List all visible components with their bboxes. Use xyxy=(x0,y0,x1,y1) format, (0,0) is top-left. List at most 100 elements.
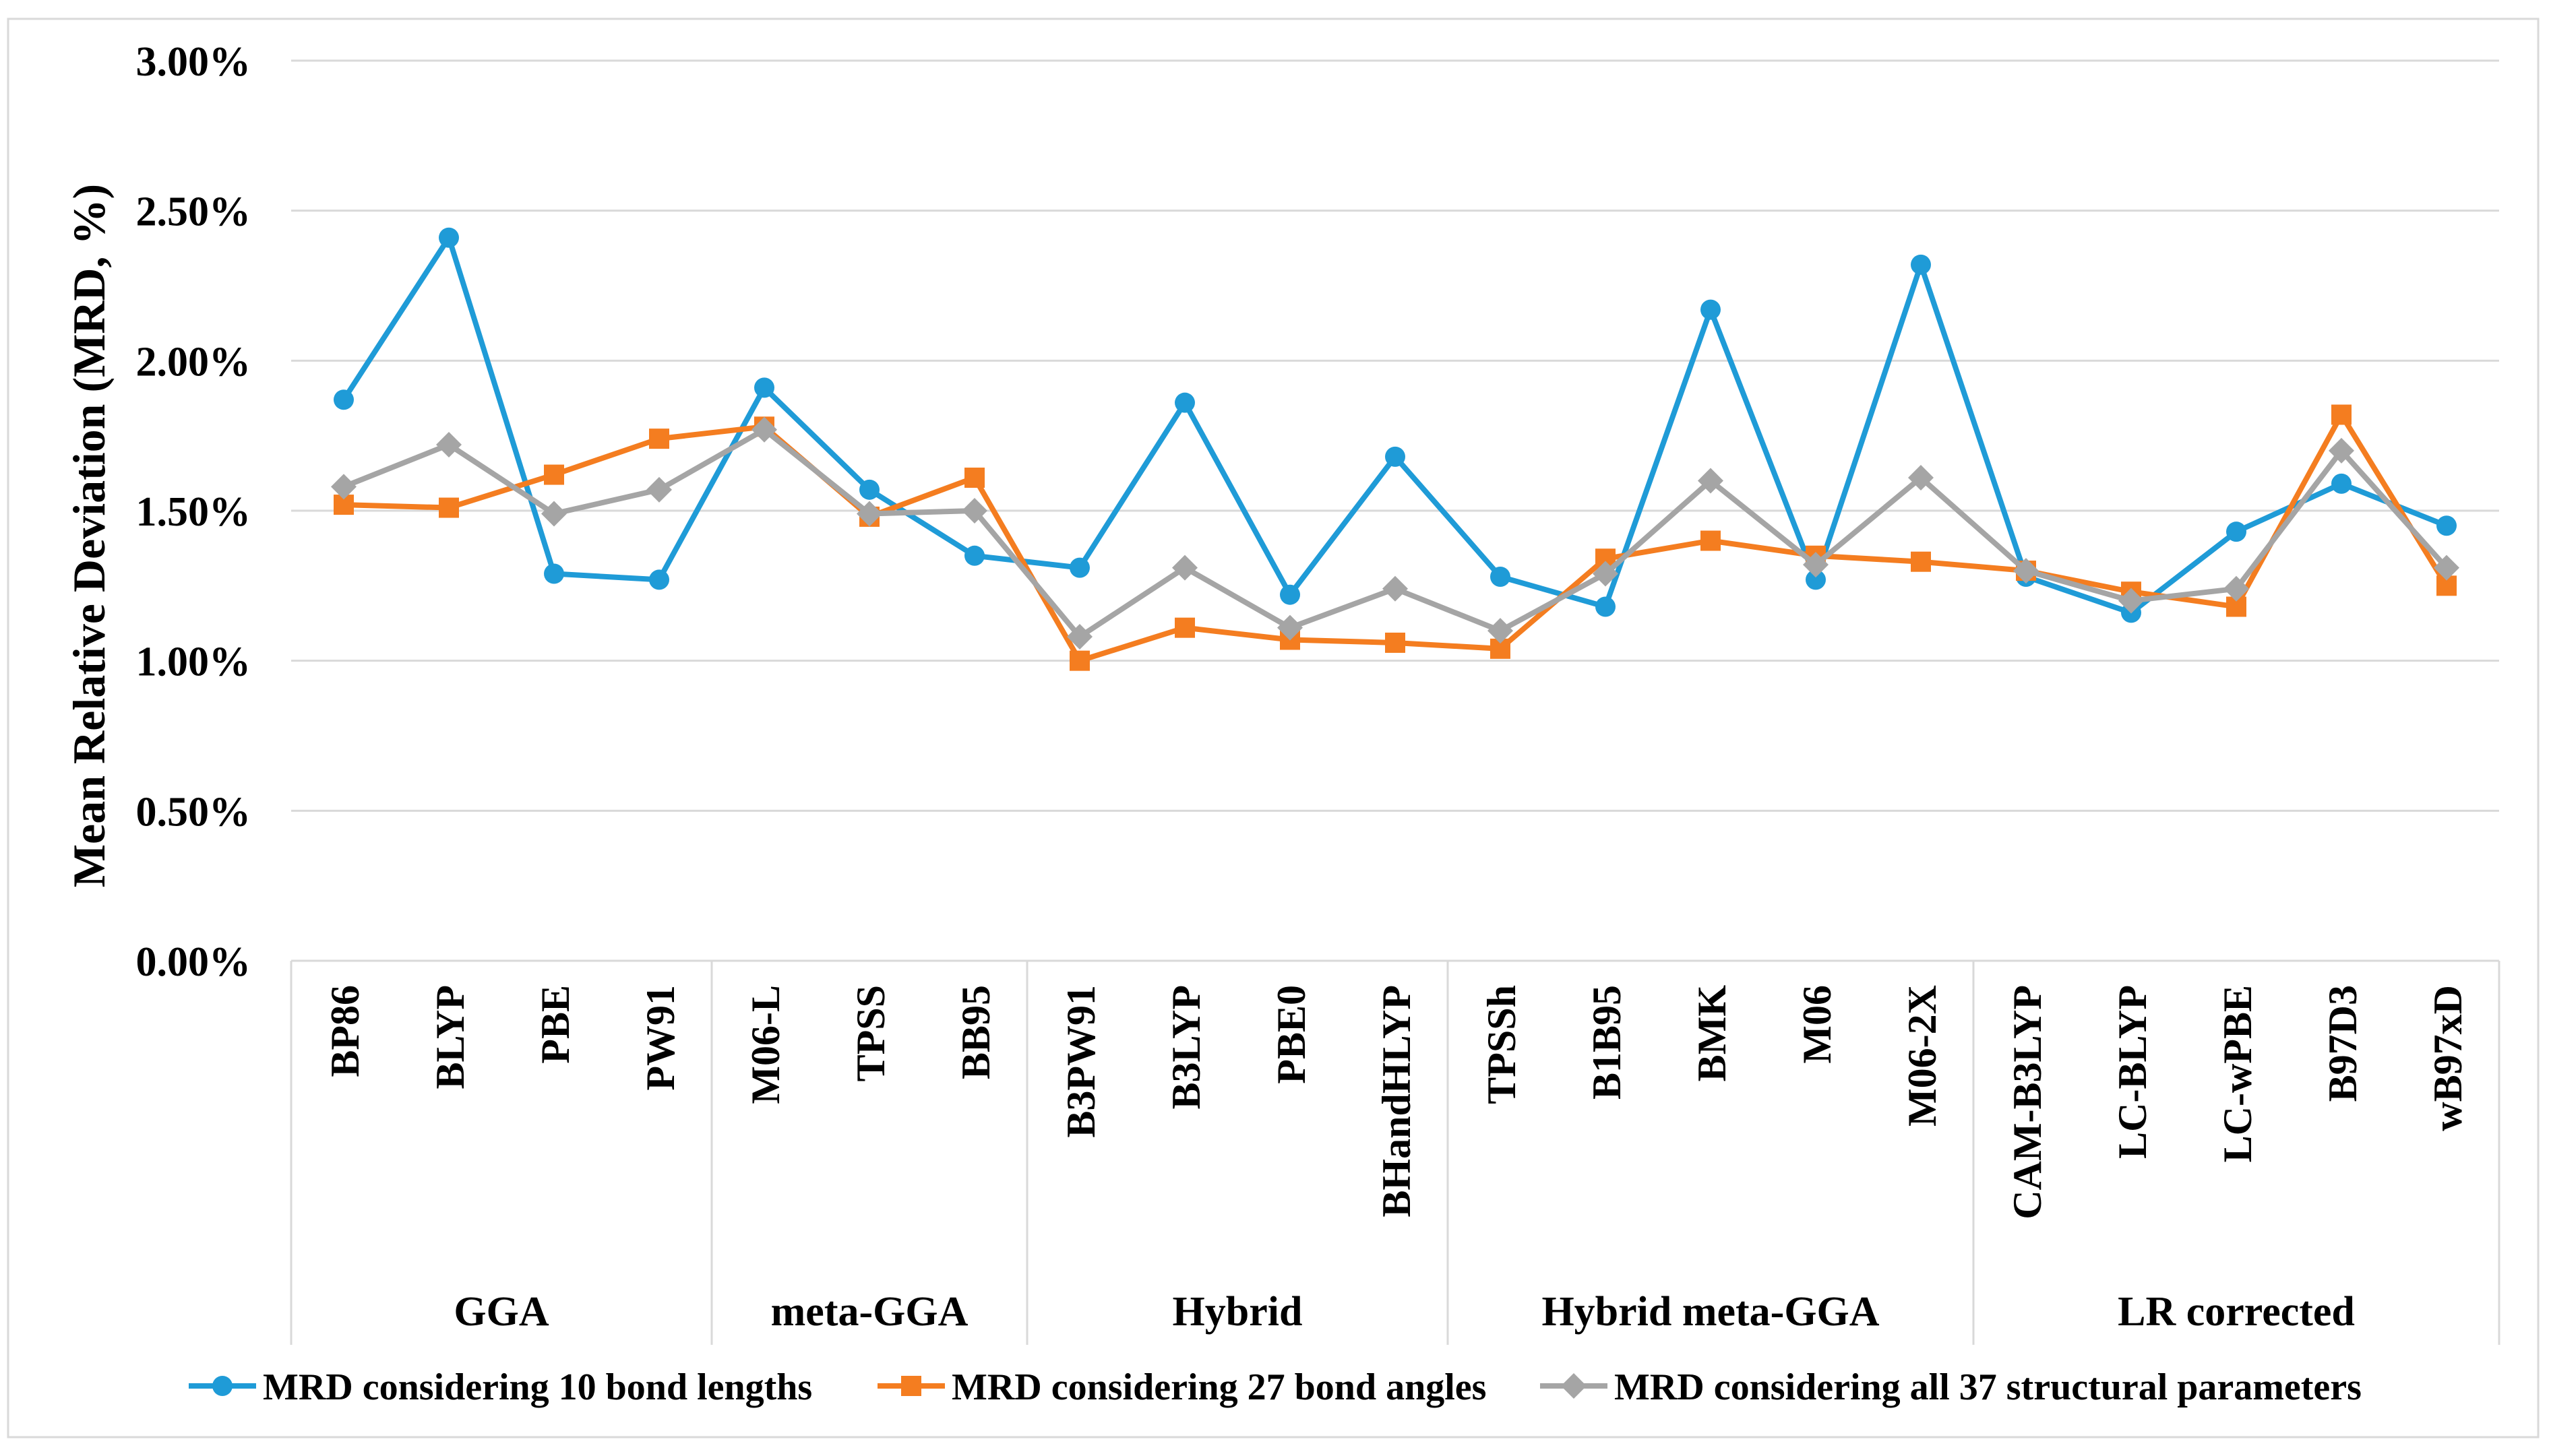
x-tick-label: BB95 xyxy=(954,985,998,1079)
y-tick-label: 2.50% xyxy=(136,189,251,235)
x-tick-label: B3PW91 xyxy=(1059,985,1103,1138)
group-label: meta-GGA xyxy=(771,1289,969,1335)
x-tick-label: TPSSh xyxy=(1479,985,1524,1104)
data-point-circle xyxy=(334,389,354,410)
data-point-diamond xyxy=(1277,614,1303,641)
data-point-circle xyxy=(1175,392,1195,413)
x-tick-label: wB97xD xyxy=(2426,985,2470,1131)
data-point-circle xyxy=(439,227,459,248)
x-tick-label: B97D3 xyxy=(2321,985,2365,1102)
data-point-circle xyxy=(544,563,564,584)
legend-item: MRD considering 10 bond lengths xyxy=(189,1366,812,1408)
data-point-diamond xyxy=(2223,575,2249,602)
data-point-diamond xyxy=(1908,465,1934,491)
data-point-circle xyxy=(1280,584,1300,605)
data-point-circle xyxy=(1595,596,1616,617)
group-label: Hybrid meta-GGA xyxy=(1541,1289,1879,1335)
x-tick-label: B3LYP xyxy=(1164,985,1208,1110)
data-point-diamond xyxy=(2118,588,2144,614)
data-point-diamond xyxy=(1172,555,1198,581)
x-tick-label: LC-wPBE xyxy=(2215,985,2260,1162)
data-point-diamond xyxy=(331,474,357,500)
x-tick-label: LC-BLYP xyxy=(2110,985,2155,1159)
series-group xyxy=(334,227,2457,623)
data-point-square xyxy=(1175,617,1195,638)
group-label: LR corrected xyxy=(2118,1289,2355,1335)
x-tick-label: BHandHLYP xyxy=(1374,985,1419,1217)
legend-label: MRD considering 10 bond lengths xyxy=(263,1366,812,1408)
data-point-square xyxy=(964,468,985,488)
data-point-diamond xyxy=(646,476,672,503)
data-point-square xyxy=(649,429,669,449)
legend-marker xyxy=(1561,1373,1587,1399)
x-tick-label: M06 xyxy=(1795,985,1839,1064)
data-point-diamond xyxy=(962,498,987,524)
data-point-square xyxy=(1700,530,1721,551)
legend-item: MRD considering 27 bond angles xyxy=(878,1366,1486,1408)
data-point-circle xyxy=(2436,515,2457,536)
data-point-diamond xyxy=(1593,561,1618,587)
data-point-circle xyxy=(2331,473,2352,494)
data-point-circle xyxy=(1070,557,1090,578)
chart-border xyxy=(7,18,2540,1438)
data-point-square xyxy=(439,497,459,518)
legend-marker xyxy=(212,1376,233,1396)
data-point-diamond xyxy=(1698,468,1723,494)
data-point-circle xyxy=(1700,299,1721,320)
y-axis-ticks: 0.00% 0.50% 1.00% 1.50% 2.00% 2.50% 3.00% xyxy=(136,39,251,985)
data-point-circle xyxy=(2226,521,2246,542)
y-tick-label: 3.00% xyxy=(136,39,251,85)
data-point-square xyxy=(1070,650,1090,671)
data-point-diamond xyxy=(1382,575,1408,602)
x-tick-label: TPSS xyxy=(849,985,893,1081)
data-point-diamond xyxy=(2434,555,2459,581)
x-tick-label: CAM-B3LYP xyxy=(2005,985,2050,1220)
data-point-circle xyxy=(1806,569,1826,590)
legend: MRD considering 10 bond lengths MRD consi… xyxy=(189,1366,2362,1408)
data-point-square xyxy=(2331,404,2352,425)
x-tick-label: BLYP xyxy=(428,985,472,1089)
x-tick-label: BP86 xyxy=(323,985,367,1077)
data-point-diamond xyxy=(857,501,882,527)
y-tick-label: 0.50% xyxy=(136,789,251,835)
data-point-circle xyxy=(1911,254,1931,275)
y-tick-label: 0.00% xyxy=(136,939,251,985)
x-tick-label: PBE0 xyxy=(1269,985,1314,1084)
data-point-circle xyxy=(1385,446,1405,467)
legend-label: MRD considering 27 bond angles xyxy=(952,1366,1486,1408)
group-label: GGA xyxy=(454,1289,549,1335)
y-tick-label: 1.00% xyxy=(136,639,251,685)
data-point-diamond xyxy=(436,432,462,458)
data-point-diamond xyxy=(1803,552,1829,578)
data-point-circle xyxy=(859,479,880,500)
data-point-square xyxy=(544,464,564,485)
x-axis: BP86 BLYP PBE PW91 M06-L TPSS BB95 B3PW91 B3LYP P… xyxy=(290,961,2500,1345)
group-label: Hybrid xyxy=(1173,1289,1303,1335)
legend-item: MRD considering all 37 structural parame… xyxy=(1540,1366,2362,1408)
x-tick-label: BMK xyxy=(1690,985,1734,1082)
data-point-diamond xyxy=(541,501,567,527)
data-point-circle xyxy=(1490,566,1510,587)
data-point-diamond xyxy=(1067,624,1093,650)
x-tick-label: M06-2X xyxy=(1900,985,1944,1127)
x-tick-label: PBE xyxy=(533,985,578,1064)
data-point-diamond xyxy=(751,416,777,443)
data-point-diamond xyxy=(1487,618,1513,644)
y-tick-label: 2.00% xyxy=(136,339,251,385)
data-point-circle xyxy=(754,377,774,398)
data-point-circle xyxy=(964,545,985,566)
legend-label: MRD considering all 37 structural parame… xyxy=(1614,1366,2362,1408)
x-tick-label: B1B95 xyxy=(1585,985,1629,1100)
gridlines xyxy=(291,59,2499,962)
y-tick-label: 1.50% xyxy=(136,489,251,535)
y-axis-title-group: Mean Relative Deviation (MRD, %) xyxy=(63,184,115,887)
x-tick-label: PW91 xyxy=(638,985,683,1091)
series-lines xyxy=(331,227,2459,671)
series-group xyxy=(331,416,2459,650)
x-tick-label: M06-L xyxy=(743,985,788,1104)
data-point-square xyxy=(1911,551,1931,572)
y-axis-title: Mean Relative Deviation (MRD, %) xyxy=(63,184,115,887)
data-point-square xyxy=(1385,632,1405,653)
